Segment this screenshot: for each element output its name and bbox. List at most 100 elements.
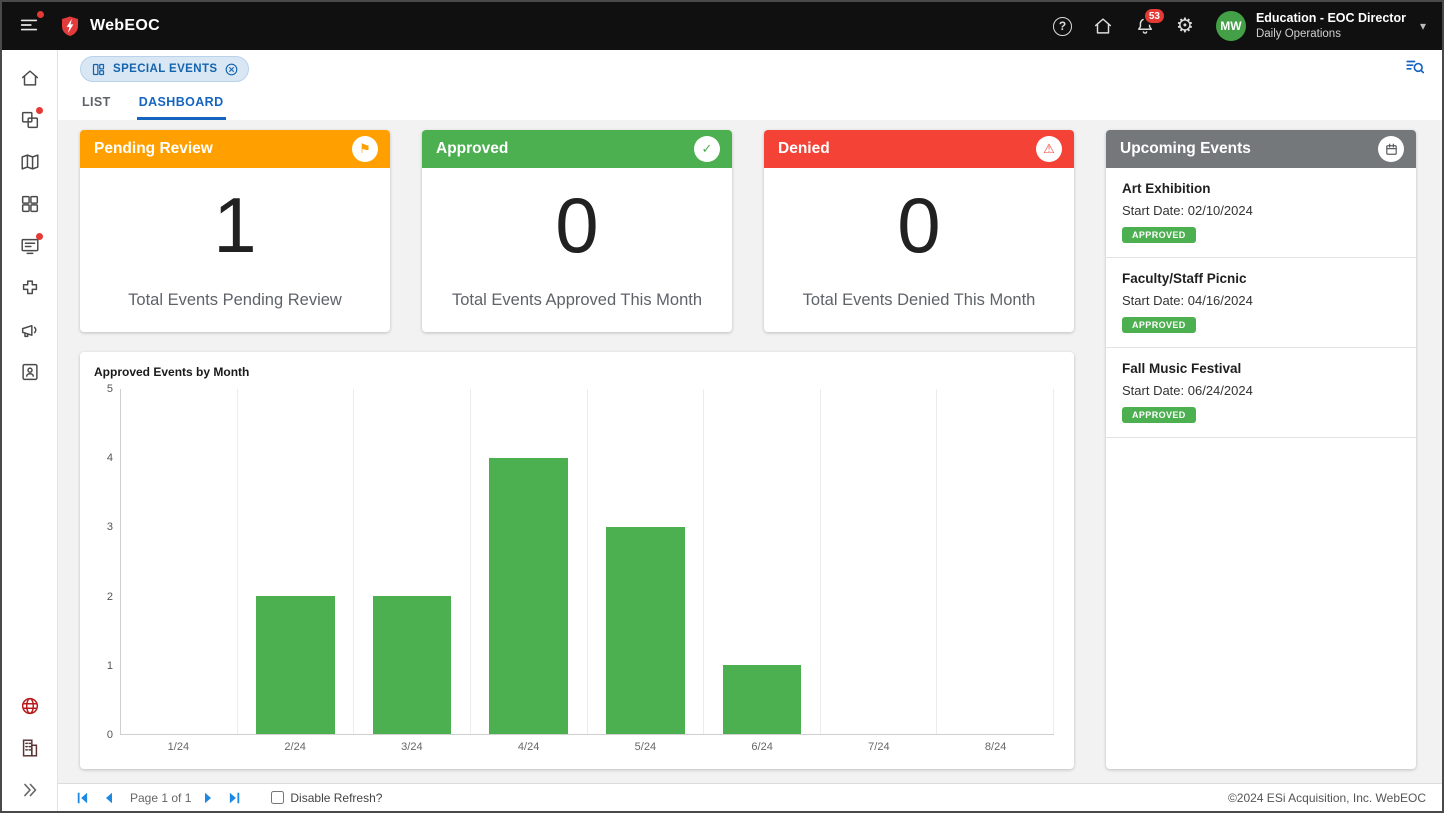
board-grid-icon: [91, 62, 106, 77]
help-button[interactable]: ?: [1053, 16, 1072, 36]
sidebar-messages-button[interactable]: [2, 225, 58, 267]
upcoming-events-header: Upcoming Events: [1106, 130, 1416, 168]
help-icon: ?: [1053, 16, 1072, 36]
settings-button[interactable]: ⚙: [1176, 16, 1194, 36]
chart-bar: [606, 527, 685, 734]
event-item[interactable]: Fall Music Festival Start Date: 06/24/20…: [1106, 348, 1416, 438]
upcoming-events-title: Upcoming Events: [1120, 140, 1251, 157]
stat-card-header: Denied ⚠: [764, 130, 1074, 168]
event-name: Fall Music Festival: [1122, 361, 1242, 376]
check-icon: ✓: [694, 136, 720, 162]
globe-icon: [19, 695, 41, 717]
event-start-date: Start Date: 02/10/2024: [1122, 203, 1253, 218]
first-page-button[interactable]: [74, 789, 92, 807]
filter-search-icon: [1404, 56, 1426, 78]
user-subtitle: Daily Operations: [1255, 27, 1341, 40]
next-page-button[interactable]: [199, 789, 217, 807]
chart-y-axis: 0 1 2 3 4 5: [94, 383, 120, 741]
copyright-text: ©2024 ESi Acquisition, Inc. WebEOC: [1227, 790, 1426, 805]
chart-column: [121, 389, 238, 734]
sidebar: [2, 50, 58, 811]
sidebar-expand-button[interactable]: [2, 769, 58, 811]
sidebar-broadcast-button[interactable]: [2, 309, 58, 351]
warning-icon: ⚠: [1036, 136, 1062, 162]
chart-y-tick: 3: [106, 521, 113, 534]
sidebar-top: [2, 57, 58, 393]
tab-dashboard[interactable]: DASHBOARD: [136, 89, 226, 120]
notification-badge: 53: [1142, 7, 1166, 25]
sidebar-organization-button[interactable]: [2, 727, 58, 769]
chart-y-tick: 4: [106, 452, 113, 465]
stat-card-header: Pending Review ⚑: [80, 130, 390, 168]
event-status-badge: APPROVED: [1122, 227, 1196, 243]
upcoming-events-card: Upcoming Events Art Exhibition Start Dat…: [1106, 130, 1416, 769]
flag-icon: ⚑: [352, 136, 378, 162]
stat-card-pending-review: Pending Review ⚑ 1 Total Events Pending …: [80, 130, 390, 332]
chart-x-labels: 1/24 2/24 3/24 4/24 5/24 6/24 7/24 8/24: [120, 735, 1054, 759]
maps-icon: [19, 151, 41, 173]
sidebar-bottom: [2, 685, 58, 811]
gear-icon: ⚙: [1176, 15, 1194, 37]
topbar: WebEOC ? 53 ⚙ MW Education - EOC Directo…: [2, 2, 1442, 50]
chart-column: [471, 389, 588, 734]
boards-icon: [19, 109, 41, 131]
chart-bar: [722, 665, 802, 734]
stat-card-caption: Total Events Denied This Month: [802, 291, 1036, 309]
stat-cards-row: Pending Review ⚑ 1 Total Events Pending …: [80, 130, 1074, 332]
page-label: Page 1 of 1: [130, 790, 192, 805]
chevron-down-icon: ▾: [1419, 19, 1426, 33]
chart-x-tick: 1/24: [167, 741, 190, 753]
main-menu-button[interactable]: [18, 10, 44, 39]
tabs: LIST DASHBOARD: [58, 88, 1442, 120]
chart-column: [238, 389, 355, 734]
special-events-chip[interactable]: SPECIAL EVENTS: [80, 56, 250, 82]
dashboard-content: Pending Review ⚑ 1 Total Events Pending …: [58, 120, 1442, 783]
dashboard-left-column: Pending Review ⚑ 1 Total Events Pending …: [80, 130, 1074, 769]
chart-y-tick: 0: [106, 729, 113, 741]
notifications-button[interactable]: 53: [1134, 7, 1166, 37]
stat-card-title: Denied: [778, 140, 830, 157]
stat-card-denied: Denied ⚠ 0 Total Events Denied This Mont…: [764, 130, 1074, 332]
sidebar-contacts-button[interactable]: [2, 351, 58, 393]
disable-refresh-control[interactable]: Disable Refresh?: [271, 791, 382, 805]
chart-column: [821, 389, 938, 734]
event-name: Faculty/Staff Picnic: [1122, 271, 1247, 286]
menu-icon: [18, 14, 40, 36]
previous-page-button[interactable]: [100, 789, 118, 807]
event-item[interactable]: Art Exhibition Start Date: 02/10/2024 AP…: [1106, 168, 1416, 258]
event-item[interactable]: Faculty/Staff Picnic Start Date: 04/16/2…: [1106, 258, 1416, 348]
tab-list[interactable]: LIST: [80, 89, 113, 120]
stat-card-value: 1: [213, 181, 257, 269]
chip-close-button[interactable]: [224, 56, 239, 82]
broadcast-icon: [19, 319, 41, 341]
disable-refresh-label: Disable Refresh?: [290, 790, 383, 805]
chart-y-tick: 1: [106, 659, 113, 672]
last-page-button[interactable]: [225, 789, 243, 807]
main-content: SPECIAL EVENTS: [58, 50, 1442, 783]
sidebar-boards-button[interactable]: [2, 99, 58, 141]
shell: SPECIAL EVENTS: [2, 50, 1442, 811]
organization-icon: [19, 737, 41, 759]
chart-column: [354, 389, 471, 734]
home-icon: [1092, 15, 1114, 37]
chart-column: [588, 389, 705, 734]
sidebar-apps-button[interactable]: [2, 183, 58, 225]
sidebar-maps-button[interactable]: [2, 141, 58, 183]
home-shortcut-button[interactable]: [1092, 15, 1114, 37]
stat-card-title: Pending Review: [94, 140, 213, 157]
chip-label: SPECIAL EVENTS: [113, 63, 218, 75]
chart-y-tick: 5: [106, 383, 113, 395]
sidebar-plugins-button[interactable]: [2, 267, 58, 309]
stat-card-title: Approved: [436, 140, 509, 157]
chart-x-tick: 4/24: [517, 741, 540, 753]
disable-refresh-checkbox[interactable]: [271, 791, 285, 804]
filter-search-button[interactable]: [1404, 56, 1426, 81]
toolbar-right: [1404, 56, 1426, 83]
user-menu[interactable]: MW Education - EOC Director Daily Operat…: [1215, 11, 1426, 41]
webeoc-logo-icon: [58, 14, 82, 38]
sidebar-home-button[interactable]: [2, 57, 58, 99]
sidebar-globe-button[interactable]: [2, 685, 58, 727]
apps-icon: [19, 193, 41, 215]
chart-bar: [256, 596, 335, 734]
